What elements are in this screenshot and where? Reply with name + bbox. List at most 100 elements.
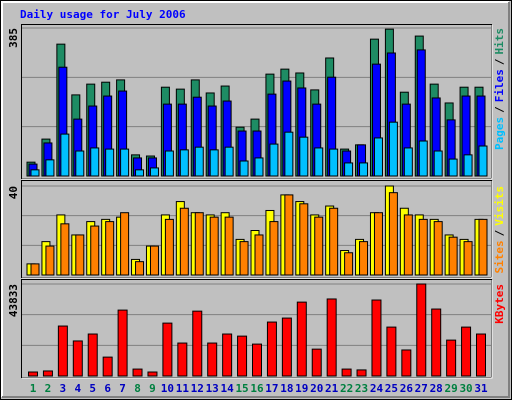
bar bbox=[299, 203, 309, 276]
bar bbox=[179, 149, 189, 177]
bar bbox=[388, 192, 398, 276]
bar bbox=[239, 241, 249, 276]
legend: Sites / Visits bbox=[493, 186, 506, 274]
bar bbox=[194, 146, 204, 177]
bar bbox=[359, 162, 369, 177]
bar bbox=[147, 371, 158, 377]
legend-separator: / bbox=[493, 106, 506, 113]
bar bbox=[266, 321, 277, 377]
chart-title: Daily usage for July 2006 bbox=[20, 8, 186, 21]
bar bbox=[463, 154, 473, 177]
bar bbox=[135, 261, 145, 276]
bar bbox=[28, 371, 38, 377]
bar bbox=[299, 136, 309, 177]
x-tick-label: 26 bbox=[400, 382, 414, 395]
bar bbox=[252, 343, 262, 377]
x-tick-label: 31 bbox=[474, 382, 488, 395]
legend: KBytes bbox=[493, 284, 506, 324]
bar bbox=[75, 150, 85, 177]
x-tick-label: 1 bbox=[30, 382, 37, 395]
legend-entry: KBytes bbox=[493, 284, 506, 324]
legend-separator: / bbox=[493, 229, 506, 236]
legend-entry: Files bbox=[493, 69, 506, 102]
bar bbox=[149, 167, 159, 177]
bar bbox=[314, 216, 324, 276]
bar bbox=[254, 234, 264, 276]
bar bbox=[433, 221, 443, 276]
x-tick-label: 4 bbox=[74, 382, 81, 395]
bar bbox=[42, 370, 53, 377]
panel-bevel bbox=[22, 280, 493, 379]
bar bbox=[418, 140, 428, 177]
bar bbox=[60, 133, 70, 177]
bar bbox=[120, 212, 130, 276]
bar bbox=[388, 121, 398, 177]
x-tick-label: 16 bbox=[250, 382, 264, 395]
x-tick-label: 6 bbox=[104, 382, 111, 395]
bar bbox=[269, 143, 279, 177]
bar bbox=[371, 299, 382, 377]
x-tick-label: 7 bbox=[119, 382, 126, 395]
x-tick-label: 24 bbox=[370, 382, 384, 395]
bar bbox=[344, 162, 354, 177]
bar bbox=[448, 236, 458, 276]
bar bbox=[222, 333, 233, 377]
bar bbox=[207, 342, 218, 377]
x-tick-label: 22 bbox=[340, 382, 353, 395]
bar bbox=[120, 148, 130, 177]
bar bbox=[433, 150, 443, 177]
bar bbox=[341, 368, 352, 377]
x-tick-label: 27 bbox=[415, 382, 428, 395]
bar bbox=[254, 157, 264, 177]
bar bbox=[177, 342, 188, 377]
bar bbox=[57, 325, 68, 377]
bar bbox=[403, 214, 413, 276]
bar bbox=[164, 150, 174, 177]
legend-entry: Pages bbox=[493, 117, 506, 150]
bar bbox=[90, 147, 100, 177]
bar bbox=[132, 368, 143, 377]
bar bbox=[105, 148, 115, 177]
bar bbox=[296, 301, 307, 377]
bar bbox=[401, 349, 412, 377]
x-tick-label: 17 bbox=[265, 382, 278, 395]
bar bbox=[448, 158, 458, 177]
bar bbox=[30, 169, 40, 177]
bar bbox=[30, 263, 40, 276]
bar bbox=[284, 131, 294, 177]
x-tick-label: 2 bbox=[45, 382, 52, 395]
x-tick-label: 28 bbox=[430, 382, 443, 395]
bar bbox=[135, 169, 145, 177]
bar bbox=[416, 283, 427, 377]
bar bbox=[446, 339, 457, 377]
bar bbox=[224, 146, 234, 177]
bar bbox=[72, 340, 83, 377]
bar bbox=[373, 137, 383, 177]
bar bbox=[311, 348, 322, 377]
x-tick-label: 20 bbox=[310, 382, 323, 395]
x-tick-label: 21 bbox=[325, 382, 339, 395]
bar bbox=[463, 241, 473, 276]
bar bbox=[102, 356, 113, 377]
y-tick-label: 40 bbox=[7, 186, 20, 199]
bar bbox=[239, 160, 249, 177]
x-tick-label: 11 bbox=[176, 382, 190, 395]
bar bbox=[209, 149, 219, 177]
bar bbox=[224, 216, 234, 276]
x-tick-label: 3 bbox=[60, 382, 67, 395]
bar bbox=[90, 225, 100, 276]
y-tick-label: 385 bbox=[7, 28, 20, 48]
bar bbox=[359, 241, 369, 276]
x-tick-label: 19 bbox=[295, 382, 308, 395]
bar bbox=[269, 221, 279, 276]
bar bbox=[117, 309, 128, 377]
x-tick-label: 25 bbox=[385, 382, 398, 395]
bar bbox=[478, 218, 488, 276]
bar bbox=[461, 326, 472, 377]
bar bbox=[45, 245, 55, 276]
bar bbox=[237, 335, 248, 377]
bar bbox=[60, 223, 70, 276]
x-tick-label: 8 bbox=[134, 382, 141, 395]
